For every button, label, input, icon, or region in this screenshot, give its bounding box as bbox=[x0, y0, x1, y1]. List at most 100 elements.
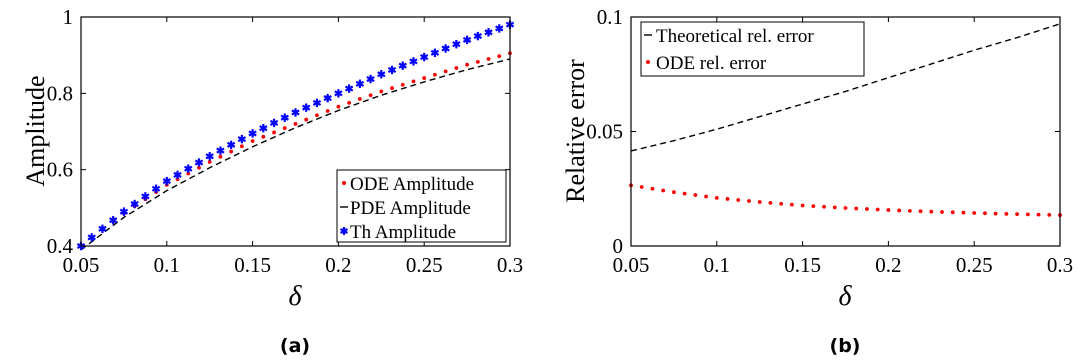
panel-a-y-axis-label: Amplitude bbox=[21, 75, 50, 186]
data-point bbox=[272, 130, 276, 135]
data-point bbox=[714, 196, 719, 200]
y-tick-label: 0 bbox=[613, 234, 624, 258]
data-point bbox=[1025, 212, 1030, 217]
x-tick-label: 0.3 bbox=[1047, 253, 1073, 277]
data-point bbox=[961, 210, 966, 215]
data-point bbox=[897, 208, 902, 213]
data-point bbox=[822, 204, 826, 209]
data-point bbox=[454, 66, 459, 70]
legend-label: Theoretical rel. error bbox=[656, 26, 814, 47]
panel-b-y-axis-label: Relative error bbox=[561, 59, 590, 203]
data-point bbox=[875, 207, 880, 212]
data-point bbox=[293, 121, 298, 126]
data-point bbox=[452, 39, 461, 49]
data-point bbox=[993, 211, 998, 216]
panel-b-series bbox=[629, 23, 1062, 217]
data-point bbox=[229, 149, 234, 154]
panel-a: 0.05 0.1 0.15 0.2 0.25 0.3 0.4 0.6 0.8 1 Amplitud… bbox=[21, 5, 523, 357]
y-tick-label: 0.4 bbox=[47, 234, 74, 258]
data-point bbox=[736, 198, 741, 202]
y-tick-label: 0.8 bbox=[47, 81, 73, 105]
data-point bbox=[162, 176, 171, 186]
data-point bbox=[950, 210, 955, 215]
panel-b-legend: Theoretical rel. error ODE rel. error bbox=[640, 21, 865, 77]
data-point bbox=[87, 233, 96, 242]
panel-a-x-axis-label: δ bbox=[288, 281, 302, 312]
data-point bbox=[441, 44, 450, 53]
data-point bbox=[304, 117, 309, 122]
data-point bbox=[282, 126, 287, 131]
legend-label: Th Amplitude bbox=[350, 222, 456, 243]
data-point bbox=[312, 98, 322, 108]
data-point bbox=[779, 201, 784, 206]
x-tick-label: 0.05 bbox=[613, 253, 650, 277]
panel-b-caption: (b) bbox=[830, 335, 861, 357]
y-tick-label: 0.05 bbox=[586, 120, 623, 144]
data-point bbox=[248, 129, 257, 138]
data-point bbox=[420, 52, 429, 62]
data-point bbox=[216, 146, 225, 155]
panel-a-ticks: 0.05 0.1 0.15 0.2 0.25 0.3 0.4 0.6 0.8 1 bbox=[47, 5, 523, 277]
data-point bbox=[194, 158, 204, 167]
data-point bbox=[325, 109, 330, 113]
data-point bbox=[347, 100, 352, 105]
data-point bbox=[1047, 212, 1052, 217]
data-point bbox=[130, 199, 139, 209]
data-point bbox=[747, 199, 751, 203]
y-tick-label: 0.1 bbox=[597, 5, 623, 29]
data-point bbox=[639, 185, 644, 189]
data-point bbox=[207, 160, 212, 164]
data-point bbox=[475, 59, 480, 64]
data-point bbox=[865, 207, 869, 211]
data-point bbox=[433, 72, 437, 77]
legend-marker bbox=[339, 227, 349, 235]
legend-label: ODE Amplitude bbox=[350, 174, 474, 195]
legend-marker bbox=[646, 60, 650, 64]
data-point bbox=[672, 190, 676, 195]
series-line bbox=[630, 23, 1061, 152]
data-point bbox=[907, 208, 912, 213]
data-point bbox=[98, 224, 107, 234]
data-point bbox=[484, 28, 493, 37]
data-point bbox=[486, 57, 491, 61]
data-point bbox=[315, 113, 319, 118]
data-point bbox=[409, 57, 418, 66]
x-tick-label: 0.15 bbox=[234, 253, 271, 277]
legend-entry: PDE Amplitude bbox=[340, 198, 471, 219]
x-tick-label: 0.25 bbox=[956, 253, 993, 277]
data-point bbox=[218, 154, 223, 159]
data-point bbox=[811, 204, 816, 208]
data-point bbox=[197, 165, 201, 170]
data-point bbox=[269, 118, 279, 128]
x-tick-label: 0.1 bbox=[154, 253, 180, 277]
data-point bbox=[280, 113, 289, 122]
data-point bbox=[843, 206, 848, 210]
x-tick-label: 0.2 bbox=[875, 253, 901, 277]
data-point bbox=[682, 191, 687, 196]
panel-a-legend-box bbox=[336, 169, 507, 243]
data-point bbox=[929, 209, 934, 214]
y-tick-label: 1 bbox=[63, 5, 74, 29]
data-point bbox=[261, 134, 266, 139]
data-point bbox=[108, 216, 118, 225]
data-point bbox=[497, 54, 502, 59]
data-point bbox=[462, 35, 472, 45]
data-point bbox=[355, 79, 365, 88]
data-point bbox=[250, 139, 255, 143]
data-point bbox=[1036, 212, 1041, 217]
data-point bbox=[239, 144, 244, 149]
data-point bbox=[757, 200, 762, 204]
legend-entry: ODE rel. error bbox=[646, 53, 767, 74]
x-tick-label: 0.25 bbox=[406, 253, 443, 277]
data-point bbox=[886, 208, 891, 212]
data-point bbox=[473, 31, 483, 41]
data-point bbox=[334, 89, 343, 98]
data-point bbox=[693, 193, 698, 197]
data-point bbox=[377, 70, 386, 79]
data-point bbox=[323, 93, 332, 103]
data-point bbox=[650, 186, 655, 191]
data-point bbox=[336, 104, 341, 109]
legend-entry: ODE Amplitude bbox=[342, 174, 474, 195]
data-point bbox=[704, 194, 708, 199]
